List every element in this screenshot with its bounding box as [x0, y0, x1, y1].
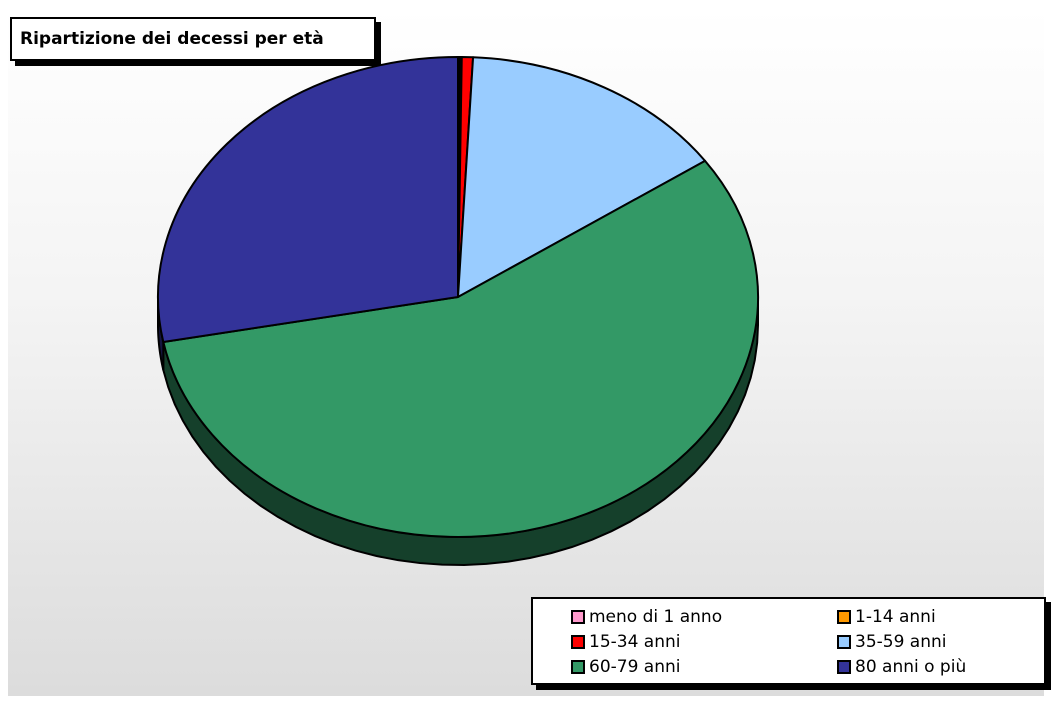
legend-swatch	[571, 635, 585, 649]
legend-swatch	[837, 660, 851, 674]
chart-title: Ripartizione dei decessi per età	[10, 17, 376, 61]
legend-label: 80 anni o più	[855, 657, 967, 677]
legend-item: 35-59 anni	[837, 632, 947, 652]
legend-item: 15-34 anni	[571, 632, 681, 652]
legend-label: 60-79 anni	[589, 657, 681, 677]
pie-slices	[156, 55, 759, 538]
legend-label: meno di 1 anno	[589, 607, 723, 627]
legend-label: 1-14 anni	[855, 607, 936, 627]
pie-slice-4	[457, 56, 707, 298]
legend-label: 15-34 anni	[589, 632, 681, 652]
legend-label: 35-59 anni	[855, 632, 947, 652]
legend-item: meno di 1 anno	[571, 607, 722, 627]
pie-slice-5	[162, 159, 759, 538]
legend: meno di 1 anno 1-14 anni 15-34 anni 35-59 a…	[531, 597, 1046, 685]
legend-swatch	[571, 660, 585, 674]
legend-swatch	[837, 635, 851, 649]
pie-slice-6	[156, 56, 459, 343]
legend-swatch	[571, 610, 585, 624]
legend-item: 60-79 anni	[571, 657, 681, 677]
legend-item: 1-14 anni	[837, 607, 936, 627]
legend-swatch	[837, 610, 851, 624]
legend-item: 80 anni o più	[837, 657, 966, 677]
